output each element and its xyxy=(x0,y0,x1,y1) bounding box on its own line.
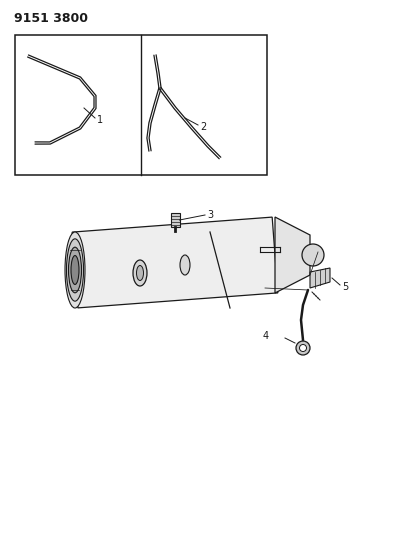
Ellipse shape xyxy=(65,232,85,308)
Ellipse shape xyxy=(136,265,143,280)
Text: 5: 5 xyxy=(342,282,348,292)
Text: 9151 3800: 9151 3800 xyxy=(14,12,88,25)
Polygon shape xyxy=(310,268,330,288)
Ellipse shape xyxy=(67,239,83,301)
Text: 4: 4 xyxy=(263,331,269,341)
Text: 1: 1 xyxy=(97,115,103,125)
Ellipse shape xyxy=(300,344,307,351)
Polygon shape xyxy=(72,217,278,308)
Ellipse shape xyxy=(69,247,81,293)
Ellipse shape xyxy=(180,255,190,275)
Ellipse shape xyxy=(71,255,79,285)
Ellipse shape xyxy=(296,341,310,355)
Bar xyxy=(171,213,180,227)
Text: 2: 2 xyxy=(200,122,206,132)
Ellipse shape xyxy=(133,260,147,286)
Bar xyxy=(15,35,267,175)
Ellipse shape xyxy=(302,244,324,266)
Text: 3: 3 xyxy=(207,210,213,220)
Polygon shape xyxy=(275,217,310,293)
